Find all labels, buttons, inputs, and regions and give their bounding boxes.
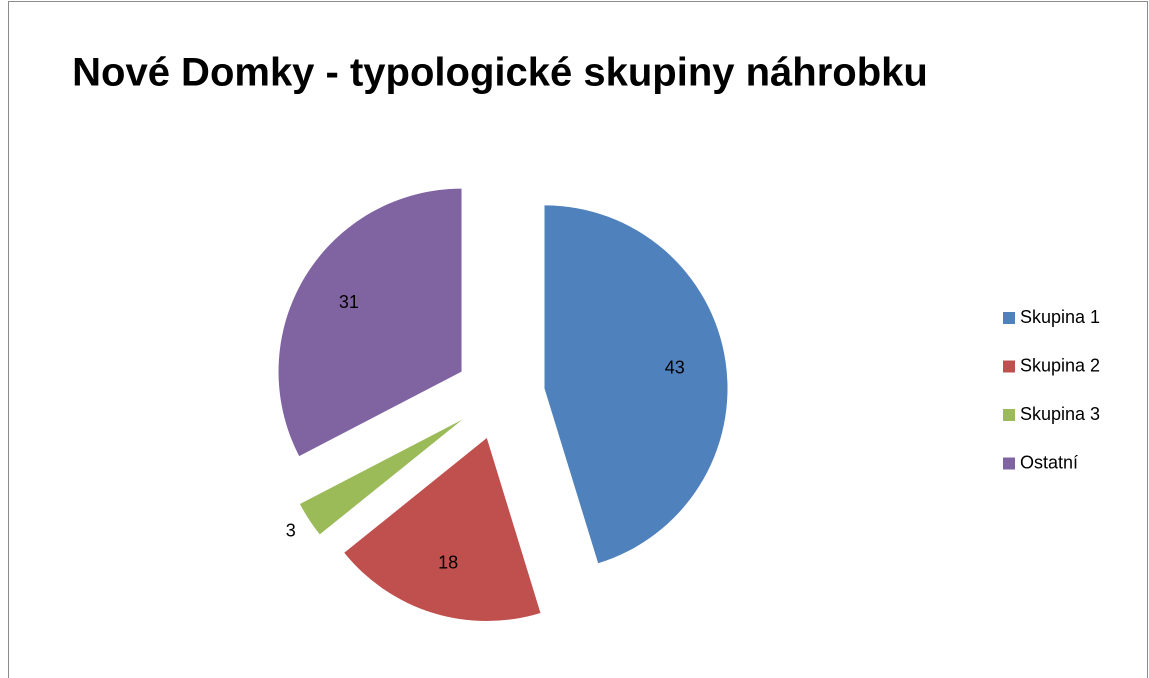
legend-swatch — [1003, 457, 1015, 470]
pie-slice — [278, 188, 462, 457]
chart-title: Nové Domky - typologické skupiny náhrobk… — [72, 51, 928, 95]
legend-swatch — [1003, 360, 1015, 373]
legend-label: Skupina 2 — [1020, 355, 1100, 375]
legend-label: Skupina 1 — [1020, 307, 1100, 327]
pie-slice — [299, 419, 463, 535]
legend-label: Skupina 3 — [1020, 404, 1100, 424]
legend-swatch — [1003, 312, 1015, 324]
pie-slice — [544, 205, 728, 564]
data-label: 43 — [665, 358, 685, 378]
data-label: 3 — [286, 520, 296, 540]
data-label: 31 — [339, 292, 359, 312]
pie-slice — [344, 438, 541, 622]
data-label: 18 — [438, 553, 458, 573]
legend-swatch — [1003, 409, 1015, 421]
legend-label: Ostatní — [1020, 452, 1078, 472]
